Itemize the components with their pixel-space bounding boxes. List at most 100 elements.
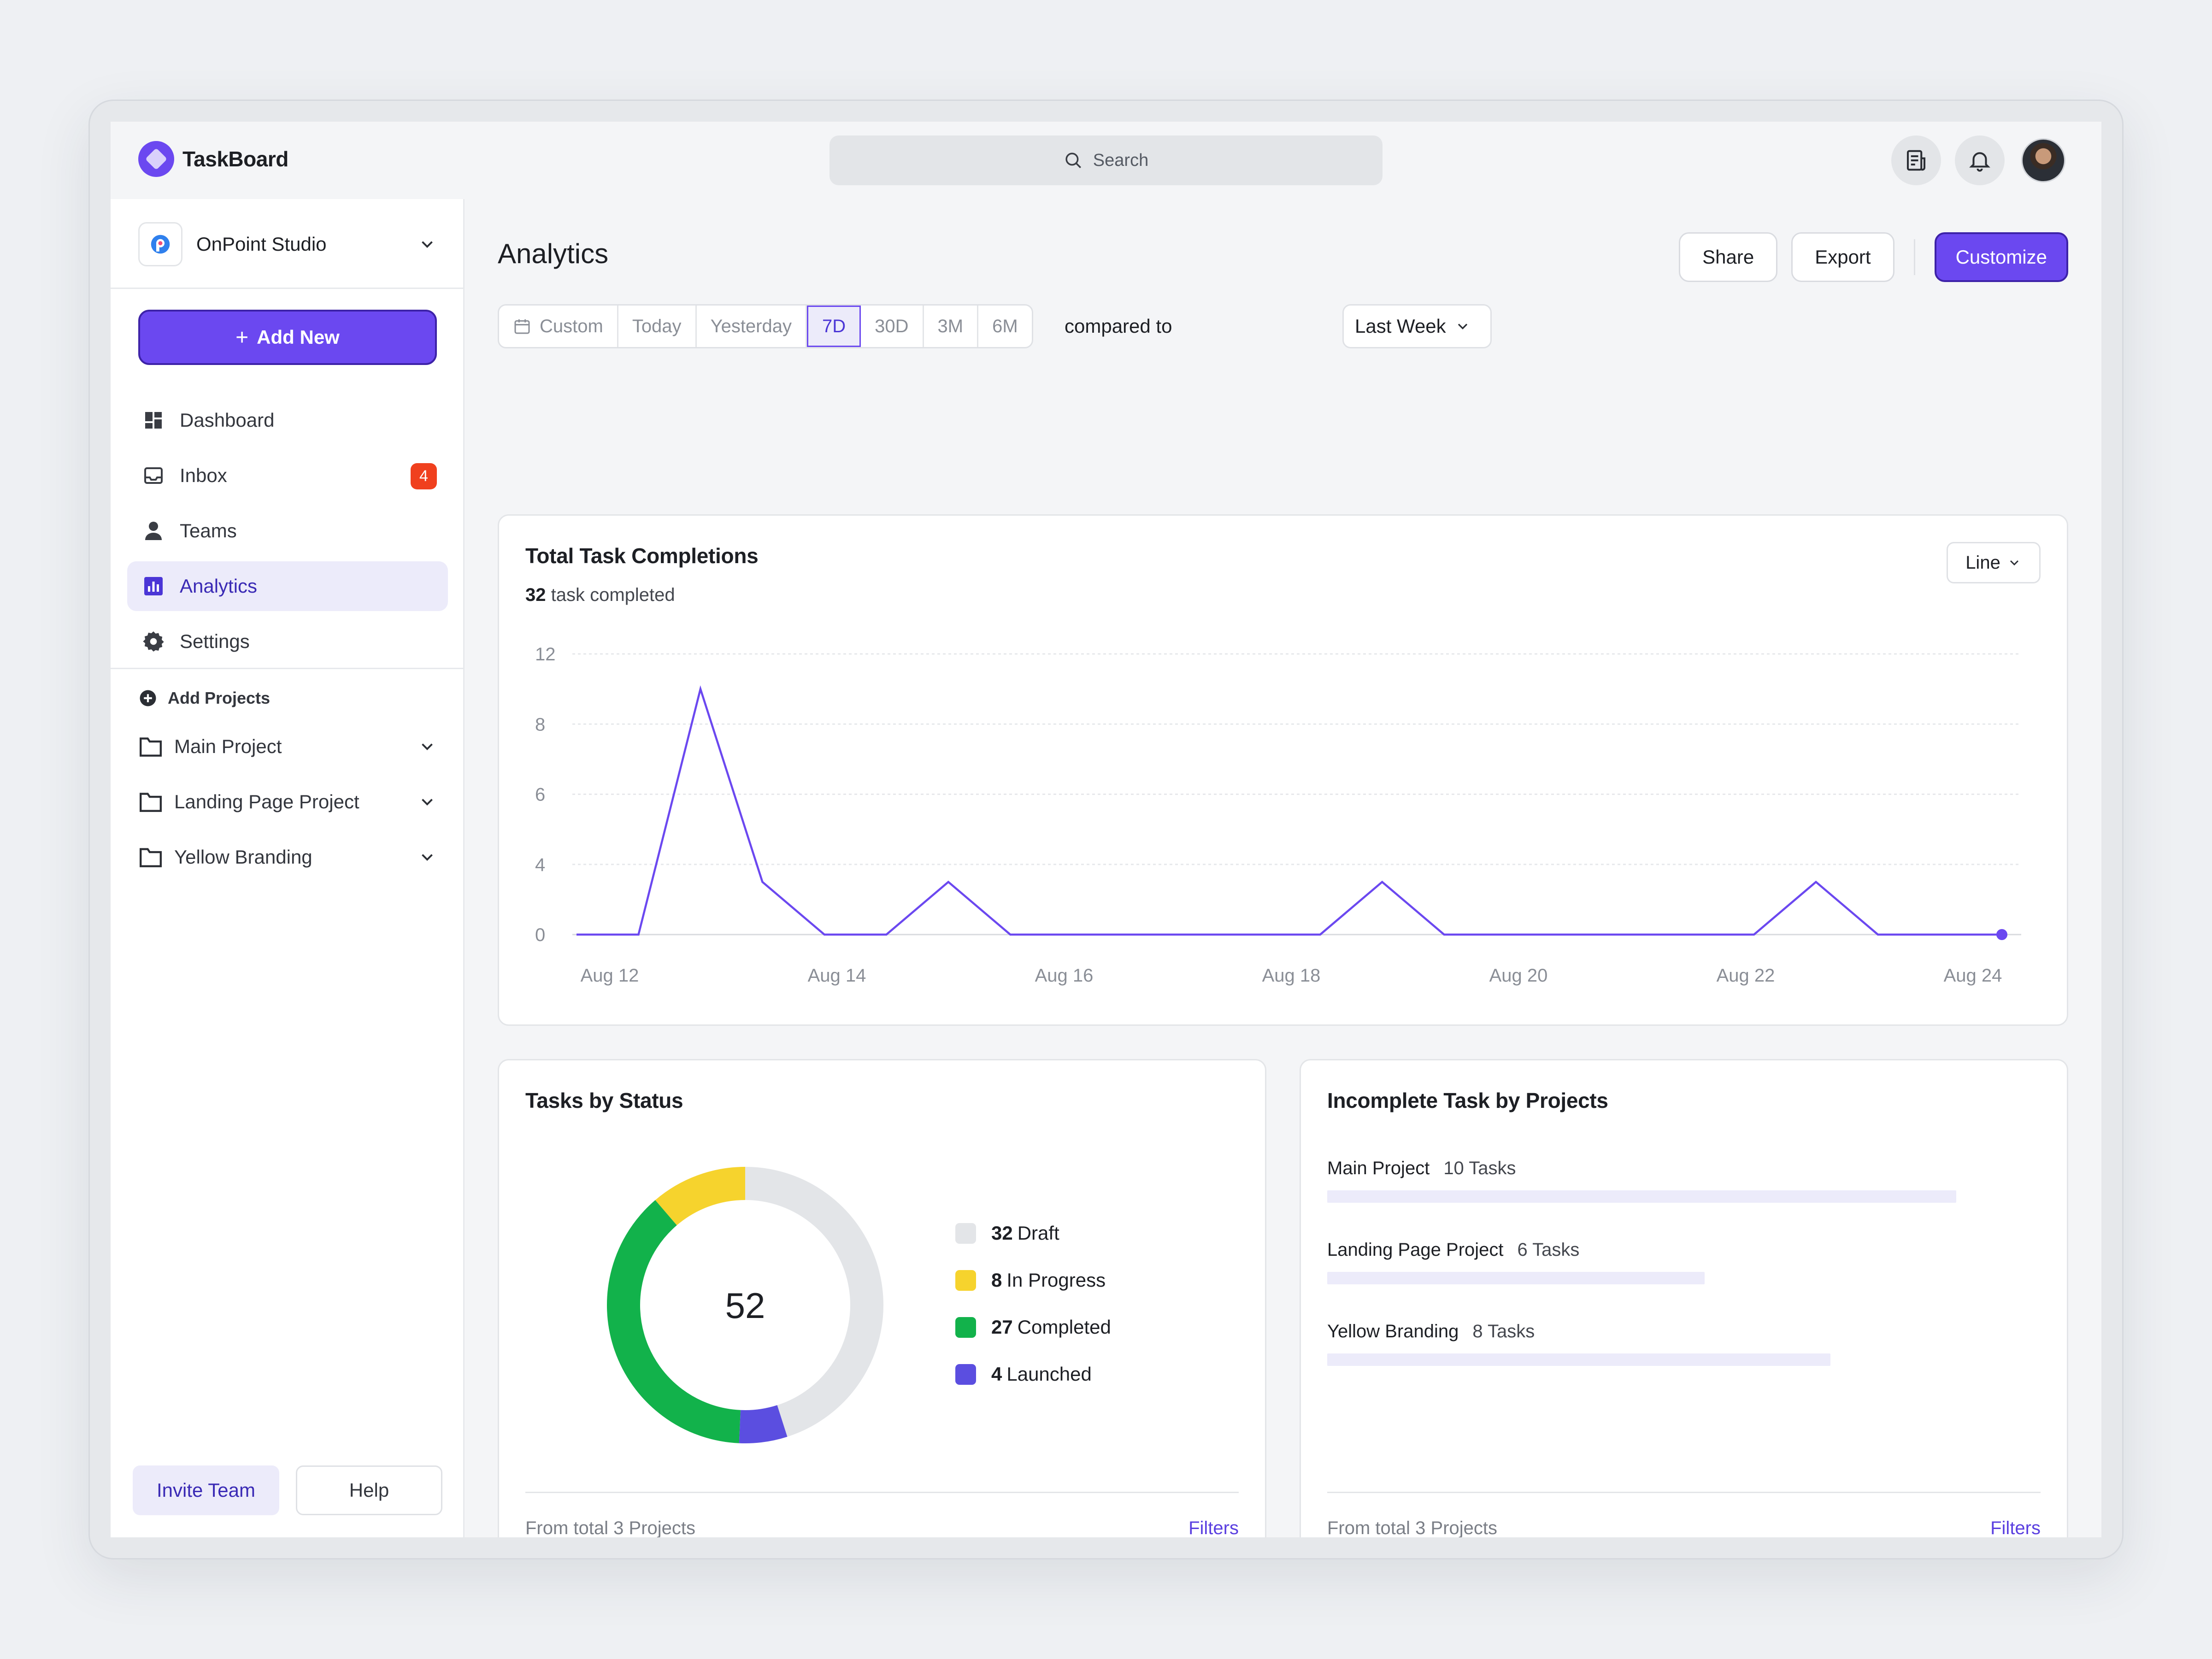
search-input[interactable]: Search [830, 135, 1382, 185]
footer-summary: From total 3 Projects [525, 1518, 696, 1537]
add-new-button[interactable]: + Add New [138, 310, 437, 365]
sidebar-item-label: Dashboard [180, 409, 275, 431]
share-button[interactable]: Share [1679, 232, 1778, 282]
export-button[interactable]: Export [1791, 232, 1894, 282]
chevron-down-icon [422, 241, 433, 248]
range-30d[interactable]: 30D [861, 306, 924, 347]
sidebar-item-inbox[interactable]: Inbox 4 [127, 451, 448, 500]
completions-summary: 32 task completed [525, 585, 675, 606]
chevron-down-icon[interactable] [418, 792, 437, 812]
workspace-name: OnPoint Studio [196, 233, 327, 255]
range-7d[interactable]: 7D [807, 306, 861, 347]
brand[interactable]: TaskBoard [138, 141, 288, 177]
sidebar-item-analytics[interactable]: Analytics [127, 561, 448, 611]
status-legend: 32 Draft 8 In Progress 27 Completed 4 La… [955, 1219, 1111, 1407]
legend-swatch [955, 1364, 976, 1385]
project-list: Main Project Landing Page Project Yellow… [138, 722, 437, 888]
user-icon [141, 518, 166, 543]
project-bar-count: 6 Tasks [1517, 1239, 1580, 1260]
legend-item-in-progress: 8 In Progress [955, 1266, 1111, 1294]
sidebar-footer: Invite Team Help [133, 1465, 442, 1515]
card-title: Incomplete Task by Projects [1327, 1088, 1608, 1112]
donut-slice-completed [607, 1200, 741, 1443]
legend-count: 4 [991, 1363, 1002, 1385]
chevron-down-icon[interactable] [418, 847, 437, 867]
project-bar-main: Main Project 10 Tasks [1327, 1154, 2039, 1203]
project-name: Yellow Branding [174, 846, 312, 868]
legend-count: 32 [991, 1222, 1013, 1244]
card-footer: From total 3 Projects Filters [525, 1492, 1239, 1537]
workspace-switcher[interactable]: OnPoint Studio [138, 222, 437, 266]
filters-link[interactable]: Filters [1990, 1518, 2041, 1537]
project-bar-count: 8 Tasks [1472, 1321, 1535, 1341]
invite-team-button[interactable]: Invite Team [133, 1465, 279, 1515]
completions-count: 32 [525, 585, 546, 605]
range-3m[interactable]: 3M [924, 306, 979, 347]
filters-link[interactable]: Filters [1188, 1518, 1239, 1537]
legend-count: 27 [991, 1316, 1013, 1338]
donut-center-total: 52 [725, 1285, 765, 1326]
taskboard-logo-icon [138, 141, 174, 177]
project-name: Landing Page Project [174, 791, 359, 812]
legend-label: Completed [1017, 1316, 1111, 1338]
customize-button[interactable]: Customize [1934, 232, 2068, 282]
legend-item-draft: 32 Draft [955, 1219, 1111, 1247]
project-item-yellow[interactable]: Yellow Branding [138, 832, 437, 882]
compare-dropdown[interactable]: Last Week [1342, 304, 1492, 348]
sidebar-item-teams[interactable]: Teams [127, 506, 448, 556]
folder-icon [140, 737, 162, 757]
chart-type-value: Line [1965, 552, 2000, 573]
x-tick-label: Aug 14 [808, 965, 866, 986]
actions-divider [1913, 239, 1915, 275]
project-bar-list: Main Project 10 Tasks Landing Page Projec… [1327, 1154, 2039, 1399]
add-projects-button[interactable]: Add Projects [138, 688, 270, 708]
app-window: TaskBoard Search OnPoint Studio + [111, 122, 2101, 1537]
chart-type-dropdown[interactable]: Line [1947, 542, 2041, 583]
x-tick-label: Aug 18 [1262, 965, 1321, 986]
legend-label: Draft [1017, 1222, 1059, 1244]
search-icon [1065, 153, 1081, 168]
legend-swatch [955, 1270, 976, 1291]
legend-item-completed: 27 Completed [955, 1313, 1111, 1341]
sidebar: OnPoint Studio + Add New Dashboard Inbox… [111, 199, 465, 1537]
search-placeholder: Search [1093, 150, 1149, 170]
page-actions: Share Export Customize [1665, 232, 2068, 282]
project-item-main[interactable]: Main Project [138, 722, 437, 771]
donut-slice-in-progress [655, 1167, 746, 1226]
range-today[interactable]: Today [618, 306, 697, 347]
card-footer: From total 3 Projects Filters [1327, 1492, 2041, 1537]
user-avatar[interactable] [2021, 138, 2065, 182]
card-title: Tasks by Status [525, 1088, 683, 1112]
legend-label: In Progress [1006, 1269, 1106, 1291]
sidebar-item-label: Inbox [180, 465, 227, 486]
help-button[interactable]: Help [296, 1465, 442, 1515]
notes-button[interactable] [1891, 135, 1941, 185]
y-tick-label: 6 [535, 785, 545, 805]
legend-count: 8 [991, 1269, 1002, 1291]
range-custom[interactable]: Custom [499, 306, 618, 347]
donut-slice-draft [745, 1167, 883, 1437]
project-item-landing[interactable]: Landing Page Project [138, 777, 437, 827]
add-new-label: Add New [257, 326, 340, 348]
folder-icon [140, 848, 162, 867]
range-yesterday[interactable]: Yesterday [697, 306, 807, 347]
y-tick-label: 8 [535, 714, 545, 735]
sidebar-item-dashboard[interactable]: Dashboard [127, 395, 448, 445]
sidebar-divider [111, 668, 465, 669]
top-bar: TaskBoard Search [111, 122, 2101, 199]
date-range-selector: Custom Today Yesterday 7D 30D 3M 6M [498, 304, 1033, 348]
workspace-logo-icon [138, 222, 182, 266]
top-actions [1877, 135, 2065, 185]
project-bar-fill [1327, 1272, 1705, 1284]
y-tick-label: 4 [535, 855, 545, 875]
range-6m[interactable]: 6M [992, 316, 1018, 336]
footer-summary: From total 3 Projects [1327, 1518, 1498, 1537]
status-donut-chart: 52 [607, 1167, 883, 1443]
notifications-button[interactable] [1955, 135, 2005, 185]
sidebar-item-label: Analytics [180, 575, 258, 597]
total-completions-card: Total Task Completions 32 task completed… [498, 514, 2068, 1026]
chevron-down-icon[interactable] [418, 737, 437, 756]
plus-circle-icon [140, 690, 156, 706]
project-bar-count: 10 Tasks [1443, 1158, 1516, 1178]
sidebar-item-settings[interactable]: Settings [127, 617, 448, 666]
